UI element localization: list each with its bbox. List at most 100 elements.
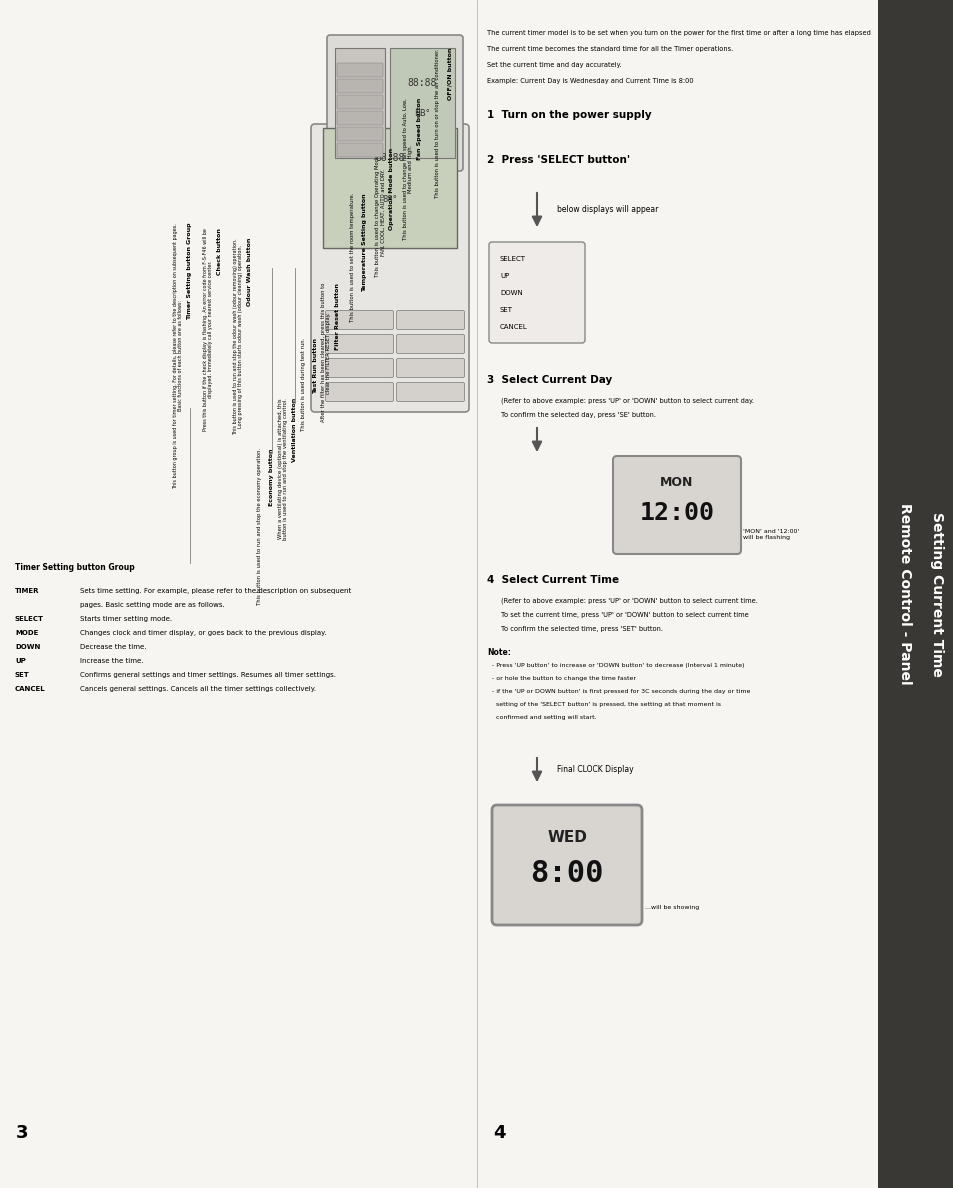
Text: This button is used to change Operating Mode to
FAN, COOL, HEAT, AUTO and DRY.: This button is used to change Operating … [375,148,385,277]
Text: - if the 'UP or DOWN button' is first pressed for 3C seconds during the day or t: - if the 'UP or DOWN button' is first pr… [492,689,750,694]
FancyBboxPatch shape [613,456,740,554]
Text: MODE: MODE [15,630,38,636]
Text: This button is used during test run.: This button is used during test run. [301,339,306,431]
Text: BB°: BB° [414,108,430,118]
FancyBboxPatch shape [336,95,382,109]
Text: Example: Current Day is Wednesday and Current Time is 8:00: Example: Current Day is Wednesday and Cu… [486,78,693,84]
Text: 1  Turn on the power supply: 1 Turn on the power supply [486,110,651,120]
Text: 3: 3 [16,1124,29,1142]
Text: Final CLOCK Display: Final CLOCK Display [557,765,633,775]
Text: WED: WED [546,830,586,846]
Text: Sets time setting. For example, please refer to the description on subsequent: Sets time setting. For example, please r… [80,588,351,594]
Text: UP: UP [15,658,26,664]
Text: Check button: Check button [217,228,222,274]
Text: - Press 'UP button' to increase or 'DOWN button' to decrease (Interval 1 minute): - Press 'UP button' to increase or 'DOWN… [492,663,743,668]
FancyBboxPatch shape [396,310,464,329]
Text: 88:88: 88:88 [375,153,404,163]
Text: CANCEL: CANCEL [15,685,46,691]
Text: This button is used to change fan speed to Auto, Low,
Medium and High.: This button is used to change fan speed … [402,97,413,240]
Text: This button is used to set the room temperature.: This button is used to set the room temp… [350,192,355,322]
Text: Set the current time and day accurately.: Set the current time and day accurately. [486,62,621,68]
Text: To set the current time, press 'UP' or 'DOWN' button to select current time: To set the current time, press 'UP' or '… [500,612,748,618]
Text: UP: UP [499,273,509,279]
Text: This button is used to run and stop the odour wash (odour removing) operation.
L: This button is used to run and stop the … [233,238,243,435]
Text: Ventilation button: Ventilation button [293,398,297,462]
FancyBboxPatch shape [336,63,382,77]
Text: The current timer model is to be set when you turn on the power for the first ti: The current timer model is to be set whe… [486,30,870,36]
Text: below displays will appear: below displays will appear [557,206,658,215]
Text: Decrease the time.: Decrease the time. [80,644,147,650]
Text: 4  Select Current Time: 4 Select Current Time [486,575,618,584]
FancyBboxPatch shape [396,359,464,378]
FancyBboxPatch shape [336,127,382,141]
Text: 8:00: 8:00 [530,859,603,887]
Text: 'MON' and '12:00'
will be flashing: 'MON' and '12:00' will be flashing [742,529,799,541]
Text: ...will be showing: ...will be showing [644,905,699,910]
Text: This button group is used for timer setting. For details, please refer to the de: This button group is used for timer sett… [172,223,183,488]
Text: Increase the time.: Increase the time. [80,658,143,664]
Text: 88:88: 88:88 [407,78,436,88]
Text: Timer Setting button Group: Timer Setting button Group [15,563,134,573]
Text: setting of the 'SELECT button' is pressed, the setting at that moment is: setting of the 'SELECT button' is presse… [492,702,720,707]
FancyBboxPatch shape [489,242,584,343]
Text: When a ventilating device (optional) is attached, this
button is used to run and: When a ventilating device (optional) is … [277,398,288,539]
Text: (Refer to above example: press 'UP' or 'DOWN' button to select current time.: (Refer to above example: press 'UP' or '… [500,598,757,605]
Text: Cancels general settings. Cancels all the timer settings collectively.: Cancels general settings. Cancels all th… [80,685,315,691]
Text: This button is used to run and stop the economy operation.: This button is used to run and stop the … [257,448,262,605]
Text: OFF/ON button: OFF/ON button [447,48,452,100]
FancyBboxPatch shape [336,143,382,157]
Text: CANCEL: CANCEL [499,324,527,330]
Bar [877,0,953,1188]
FancyBboxPatch shape [336,78,382,93]
Bar [390,48,455,158]
Text: 4: 4 [493,1124,505,1142]
FancyBboxPatch shape [492,805,641,925]
Text: Note:: Note: [486,647,511,657]
Text: 2  Press 'SELECT button': 2 Press 'SELECT button' [486,154,630,165]
FancyBboxPatch shape [325,310,393,329]
Text: 12:00: 12:00 [639,501,714,525]
Text: Confirms general settings and timer settings. Resumes all timer settings.: Confirms general settings and timer sett… [80,672,335,678]
Text: After the filter has been cleared, press this button to
clear the FILTER RESET d: After the filter has been cleared, press… [320,283,331,423]
Text: Remote Control - Panel: Remote Control - Panel [897,504,911,684]
Text: Odour Wash button: Odour Wash button [247,238,253,307]
Text: Fan Speed button: Fan Speed button [417,97,422,160]
Text: To confirm the selected day, press 'SE' button.: To confirm the selected day, press 'SE' … [500,412,656,418]
Text: (Refer to above example: press 'UP' or 'DOWN' button to select current day.: (Refer to above example: press 'UP' or '… [500,398,753,404]
Text: Economy button: Economy button [269,448,274,506]
Text: This button is used to turn on or stop the air conditioner.: This button is used to turn on or stop t… [435,48,440,197]
Bar [323,128,456,248]
Text: MON: MON [659,475,693,488]
Text: confirmed and setting will start.: confirmed and setting will start. [492,715,596,720]
Text: DOWN: DOWN [15,644,40,650]
FancyBboxPatch shape [325,335,393,354]
FancyBboxPatch shape [396,383,464,402]
FancyBboxPatch shape [327,34,462,171]
Text: Setting Current Time: Setting Current Time [929,512,943,676]
Text: SET: SET [15,672,30,678]
Text: Starts timer setting mode.: Starts timer setting mode. [80,617,172,623]
FancyBboxPatch shape [336,110,382,125]
FancyBboxPatch shape [325,383,393,402]
Text: Timer Setting button Group: Timer Setting button Group [188,223,193,321]
Text: Test Run button: Test Run button [314,339,318,394]
Bar [335,48,385,158]
Text: SELECT: SELECT [499,255,525,263]
FancyBboxPatch shape [325,359,393,378]
Text: The current time becomes the standard time for all the Timer operations.: The current time becomes the standard ti… [486,46,733,52]
Text: 3  Select Current Day: 3 Select Current Day [486,375,612,385]
FancyBboxPatch shape [396,335,464,354]
Text: SELECT: SELECT [15,617,44,623]
Text: Operation Mode button: Operation Mode button [389,148,395,230]
Text: Changes clock and timer display, or goes back to the previous display.: Changes clock and timer display, or goes… [80,630,326,636]
Text: SET: SET [499,307,513,312]
Text: Filter Reset button: Filter Reset button [335,283,340,350]
Text: 88°: 88° [382,196,397,204]
Text: Press this button if the check display is flashing. An error code from F-S-F46 w: Press this button if the check display i… [202,228,213,431]
Text: - or hole the button to change the time faster: - or hole the button to change the time … [492,676,636,681]
Text: pages. Basic setting mode are as follows.: pages. Basic setting mode are as follows… [80,602,225,608]
Text: TIMER: TIMER [15,588,39,594]
Text: Temperature Setting button: Temperature Setting button [362,192,367,291]
FancyBboxPatch shape [311,124,469,412]
Text: DOWN: DOWN [499,290,522,296]
